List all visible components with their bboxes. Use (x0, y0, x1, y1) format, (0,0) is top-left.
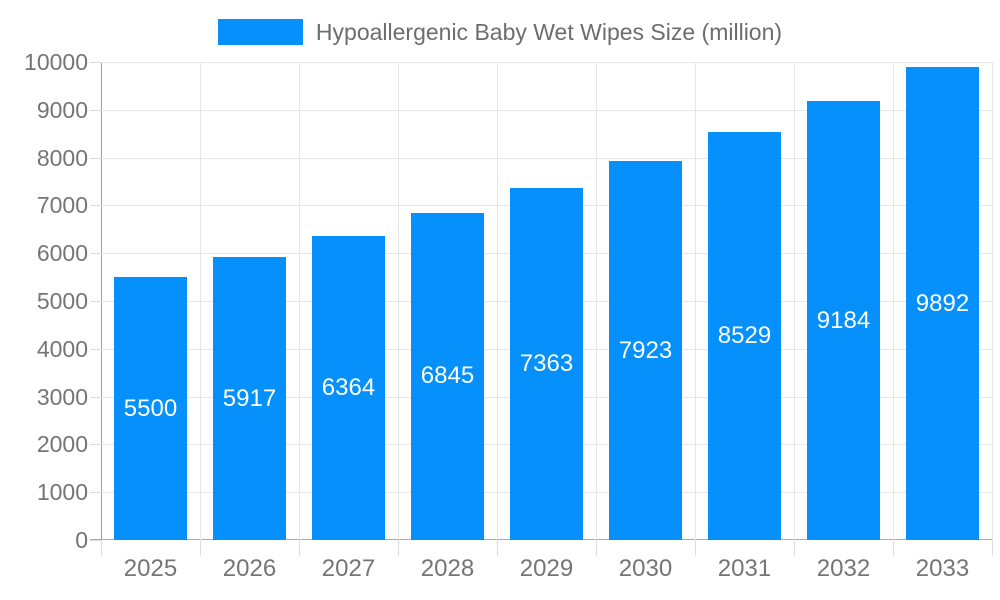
y-axis-tick-label: 5000 (36, 288, 88, 314)
y-axis-tick (90, 396, 101, 398)
x-axis-tick (299, 540, 300, 556)
x-axis-tick-label: 2028 (420, 555, 475, 582)
bar[interactable] (213, 257, 286, 540)
bar-value-label: 9892 (915, 289, 970, 317)
x-axis-tick (596, 540, 597, 556)
x-axis-tick-label: 2026 (222, 555, 277, 582)
x-axis-tick-label: 2033 (915, 555, 970, 582)
bar-value-label: 5917 (222, 384, 277, 412)
y-axis-tick-label: 7000 (36, 192, 88, 219)
legend-label: Hypoallergenic Baby Wet Wipes Size (mill… (315, 18, 783, 45)
bar-value-label: 7923 (618, 336, 673, 364)
y-axis-tick (90, 492, 101, 494)
bar[interactable] (312, 235, 385, 540)
bar-value-label: 9184 (816, 306, 871, 334)
y-axis-tick (90, 62, 101, 63)
y-axis-tick-label: 8000 (36, 144, 88, 171)
gridline-horizontal (101, 62, 992, 63)
gridline-vertical (695, 62, 696, 540)
legend-swatch-icon (217, 19, 303, 45)
gridline-vertical (398, 62, 399, 540)
y-axis-tick (90, 301, 101, 302)
x-axis-tick-label: 2032 (816, 555, 871, 582)
x-axis-tick-label: 2027 (321, 555, 376, 582)
y-axis-tick-label: 4000 (36, 335, 88, 362)
y-axis-tick-label: 3000 (36, 383, 88, 410)
x-axis-tick (992, 540, 993, 556)
y-axis-tick (90, 444, 101, 446)
gridline-horizontal (101, 157, 992, 159)
bar-value-label: 6845 (420, 362, 475, 390)
y-axis-tick-label: 10000 (24, 49, 88, 75)
y-axis-tick-label: 2000 (36, 431, 88, 458)
x-axis-tick (101, 540, 102, 556)
y-axis-line (101, 62, 102, 556)
y-axis-tick (90, 253, 101, 255)
plot-area: 0 1000 2000 3000 4000 5000 6000 7000 8000 9000 100… (24, 49, 993, 582)
legend[interactable]: Hypoallergenic Baby Wet Wipes Size (mill… (0, 17, 1000, 47)
gridline-vertical (893, 62, 894, 540)
bar[interactable] (609, 161, 682, 540)
y-axis-tick (90, 348, 101, 350)
gridline-vertical (992, 62, 993, 540)
bar-value-label: 5500 (123, 394, 178, 422)
x-axis-tick (200, 540, 201, 556)
bar[interactable] (114, 277, 187, 540)
y-axis-tick (90, 205, 101, 207)
x-axis-tick-label: 2031 (717, 555, 772, 582)
x-axis-tick-label: 2030 (618, 555, 673, 582)
x-axis-tick (497, 540, 498, 556)
bar[interactable] (411, 212, 484, 540)
y-axis-tick-label: 1000 (36, 479, 88, 506)
y-axis-tick-label: 9000 (36, 96, 88, 123)
x-axis-tick (893, 540, 894, 556)
gridline-vertical (497, 62, 498, 540)
gridline-vertical (200, 62, 201, 540)
x-axis-tick-label: 2025 (123, 555, 178, 582)
y-axis-tick (90, 109, 101, 111)
bar-value-label: 6364 (321, 373, 376, 401)
x-axis-tick (398, 540, 399, 556)
x-axis-tick-label: 2029 (519, 555, 574, 582)
x-axis-tick (794, 540, 795, 556)
y-axis-tick (90, 157, 101, 159)
bar-value-label: 7363 (519, 350, 574, 378)
gridline-horizontal (101, 109, 992, 111)
bar[interactable] (708, 132, 781, 540)
gridline-vertical (794, 62, 795, 540)
y-axis-tick (90, 540, 101, 541)
bar[interactable] (906, 67, 979, 540)
bar[interactable] (510, 188, 583, 540)
x-axis-tick (695, 540, 696, 556)
y-axis-tick-label: 6000 (36, 240, 88, 267)
gridline-vertical (596, 62, 597, 540)
bar[interactable] (807, 101, 880, 540)
gridline-vertical (299, 62, 300, 540)
y-axis-tick-label: 0 (75, 527, 88, 553)
bar-value-label: 8529 (717, 322, 772, 350)
